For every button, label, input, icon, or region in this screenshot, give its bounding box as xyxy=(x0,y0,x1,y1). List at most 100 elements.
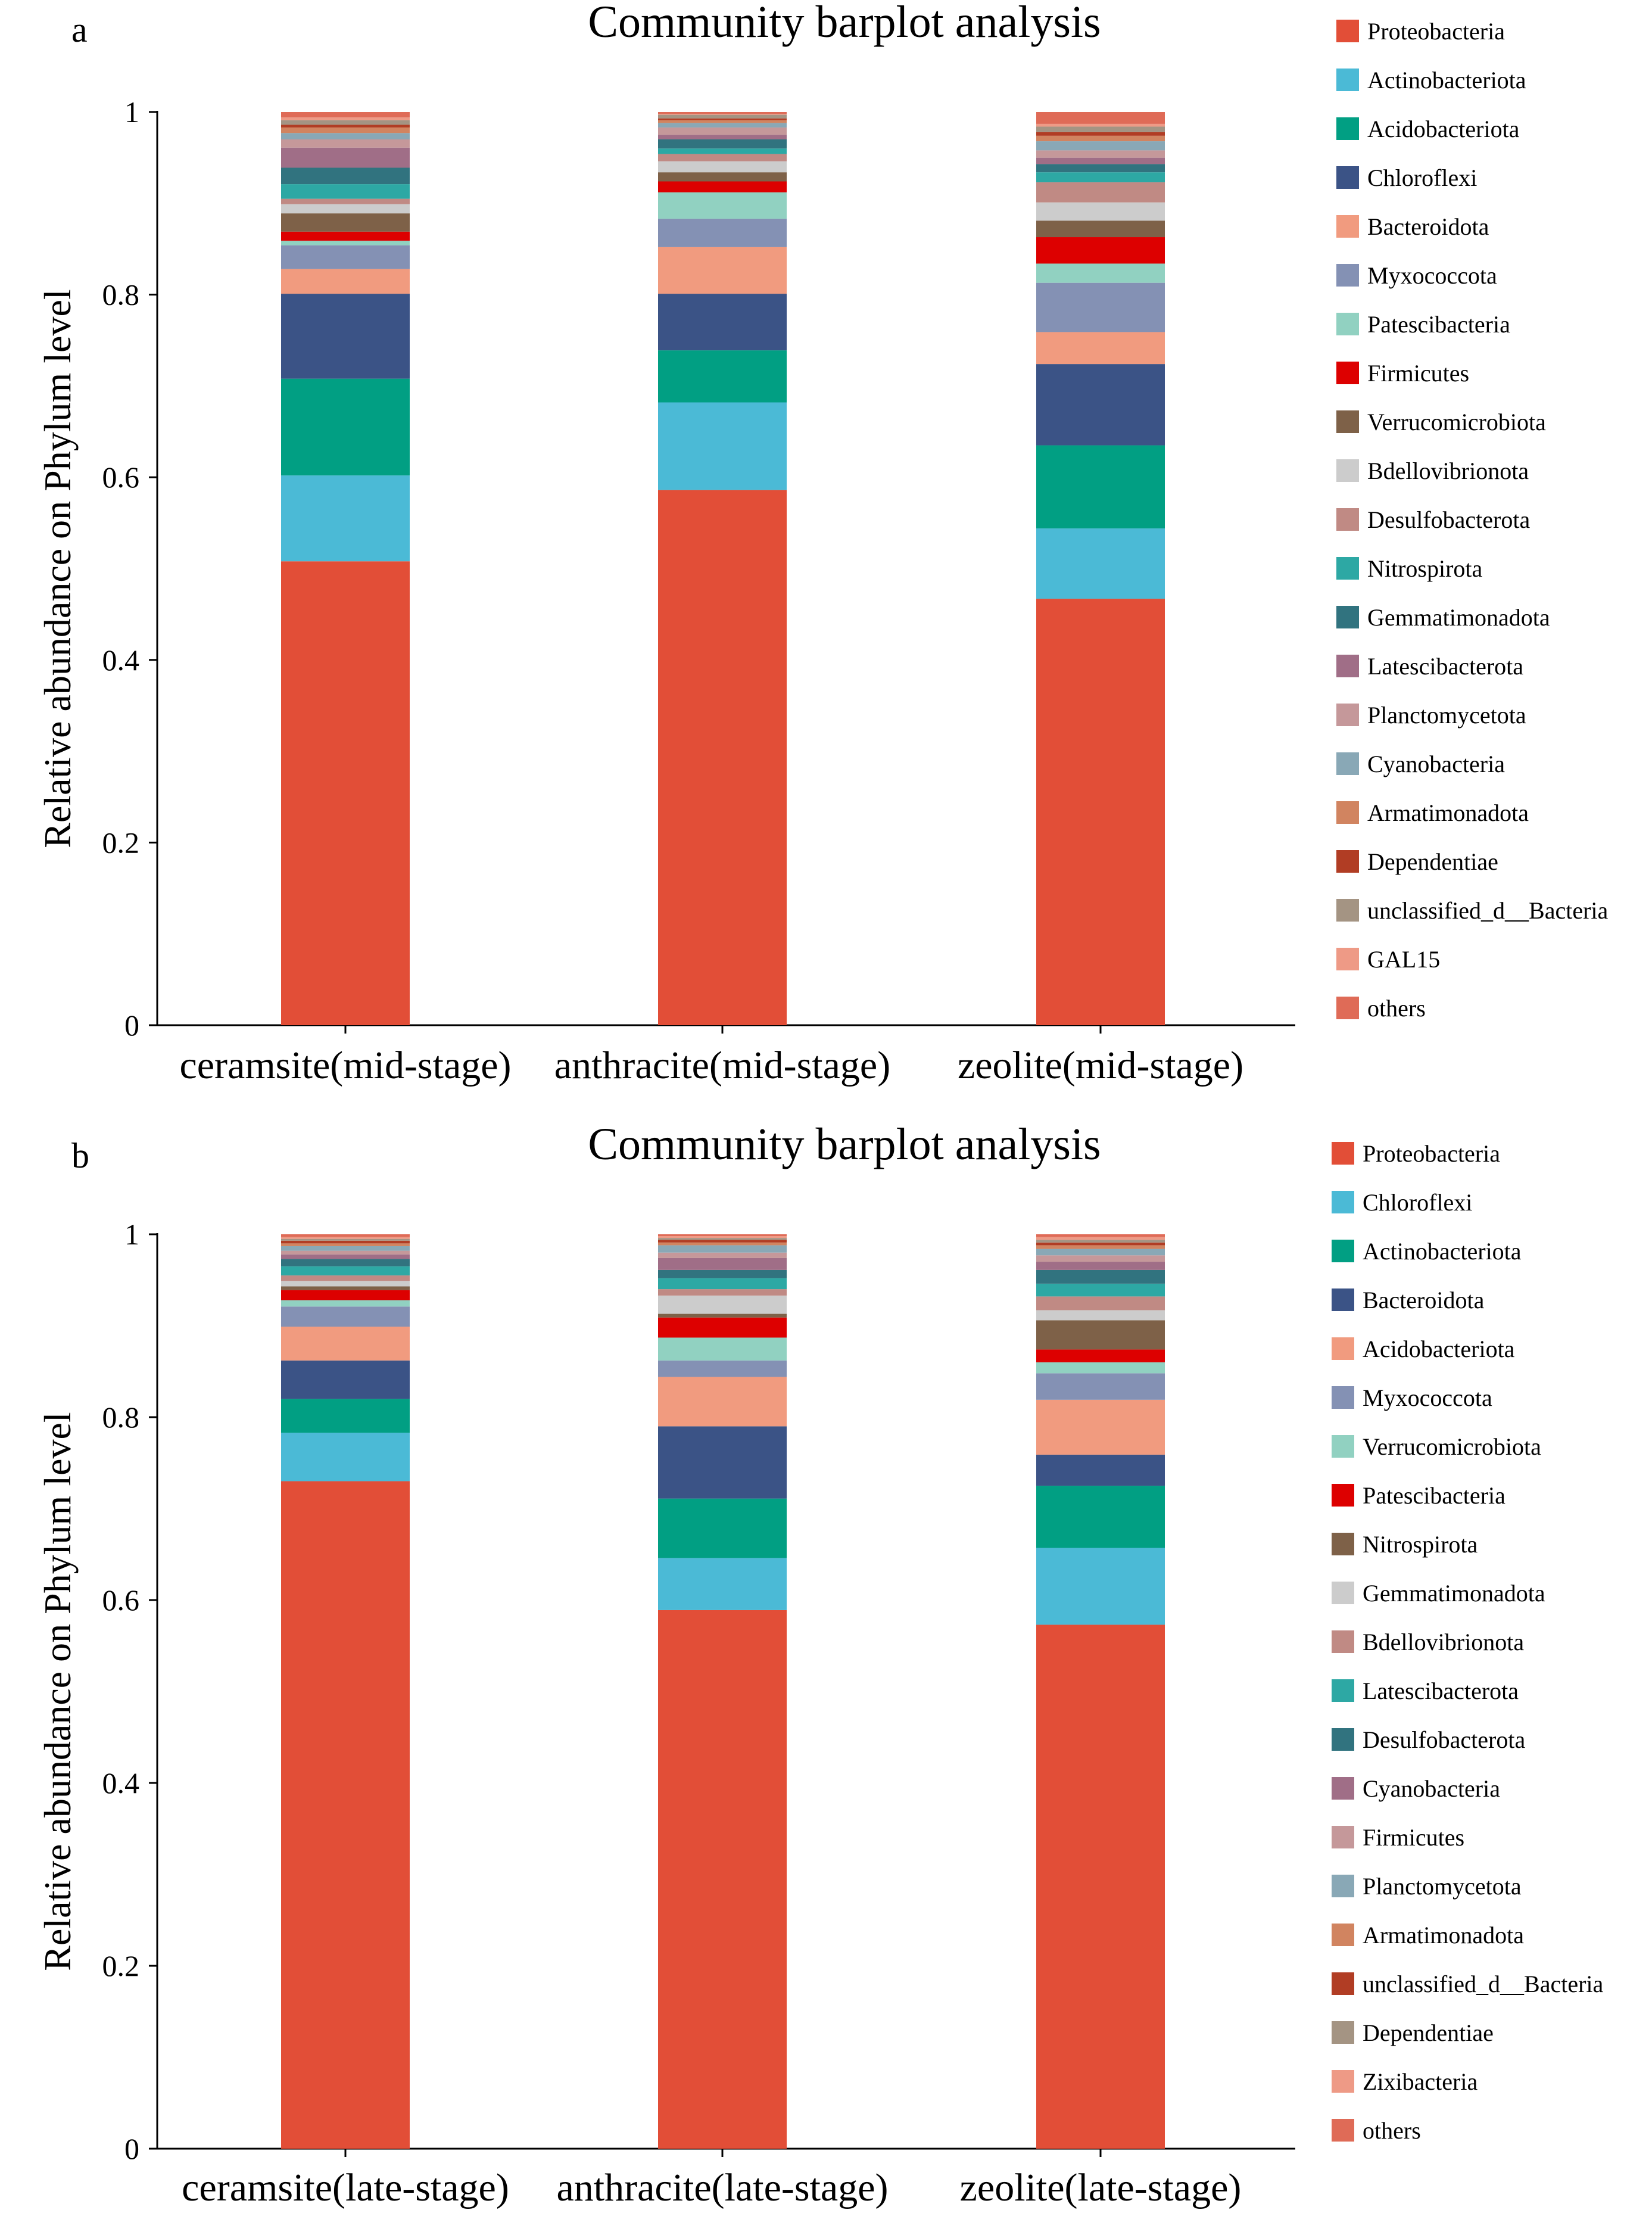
legend-item[interactable]: Latescibacterota xyxy=(1336,653,1523,680)
bar-segment-firmicutes xyxy=(281,1250,410,1255)
legend-item[interactable]: Latescibacterota xyxy=(1332,1677,1519,1704)
panel-label: a xyxy=(71,10,88,49)
bar-segment-verrucomicrobiota xyxy=(281,213,410,232)
bar-segment-gemmatimonadota xyxy=(281,1281,410,1287)
bar-segment-dependentiae xyxy=(1036,1240,1165,1243)
legend-item[interactable]: Actinobacteriota xyxy=(1336,67,1526,94)
legend-item[interactable]: Zixibacteria xyxy=(1332,2068,1478,2095)
legend-item[interactable]: Actinobacteriota xyxy=(1332,1238,1522,1265)
legend-item[interactable]: Patescibacteria xyxy=(1332,1482,1505,1509)
bar-segment-actinobacteriota xyxy=(281,1399,410,1433)
legend-item[interactable]: Armatimonadota xyxy=(1336,799,1529,826)
bar-segment-myxococcota xyxy=(281,245,410,269)
legend-item[interactable]: Acidobacteriota xyxy=(1332,1336,1515,1362)
legend-swatch xyxy=(1332,2119,1354,2142)
legend-item[interactable]: unclassified_d__Bacteria xyxy=(1336,897,1609,924)
legend-label: Desulfobacterota xyxy=(1363,1726,1525,1753)
legend-item[interactable]: Firmicutes xyxy=(1336,360,1469,387)
legend-item[interactable]: Chloroflexi xyxy=(1336,164,1477,191)
legend-item[interactable]: Desulfobacterota xyxy=(1332,1726,1525,1753)
legend-item[interactable]: Bdellovibrionota xyxy=(1332,1629,1524,1655)
legend-item[interactable]: Chloroflexi xyxy=(1332,1189,1472,1216)
legend-label: Actinobacteriota xyxy=(1367,67,1526,94)
legend-item[interactable]: others xyxy=(1332,2117,1421,2144)
bar-segment-nitrospirota xyxy=(658,148,787,154)
bar-segment-planctomycetota xyxy=(281,139,410,148)
legend-item[interactable]: Bdellovibrionota xyxy=(1336,457,1529,484)
legend-label: Gemmatimonadota xyxy=(1363,1580,1545,1607)
legend-item[interactable]: Cyanobacteria xyxy=(1332,1775,1500,1802)
legend-item[interactable]: Proteobacteria xyxy=(1336,18,1505,45)
legend-item[interactable]: Nitrospirota xyxy=(1332,1531,1478,1558)
bar-segment-bdellovibrionota xyxy=(1036,1296,1165,1311)
legend-item[interactable]: Bacteroidota xyxy=(1336,213,1489,240)
y-tick-label: 1 xyxy=(124,95,139,129)
legend-label: Dependentiae xyxy=(1367,848,1498,875)
legend-item[interactable]: Myxococcota xyxy=(1336,262,1497,289)
legend-label: Planctomycetota xyxy=(1363,1873,1522,1900)
legend-item[interactable]: Gemmatimonadota xyxy=(1332,1580,1545,1607)
legend-label: Bdellovibrionota xyxy=(1367,457,1529,484)
legend-label: others xyxy=(1363,2117,1421,2144)
legend-item[interactable]: Desulfobacterota xyxy=(1336,506,1530,533)
legend-swatch xyxy=(1332,1630,1354,1653)
bar-segment-chloroflexi xyxy=(281,1433,410,1482)
legend-item[interactable]: Acidobacteriota xyxy=(1336,116,1520,142)
legend-item[interactable]: Dependentiae xyxy=(1336,848,1498,875)
legend-label: Patescibacteria xyxy=(1367,311,1510,338)
x-tick-label: anthracite(late-stage) xyxy=(557,2166,889,2209)
bar-segment-verrucomicrobiota xyxy=(281,1300,410,1307)
legend-item[interactable]: Proteobacteria xyxy=(1332,1140,1500,1167)
bar-segment-desulfobacterota xyxy=(281,198,410,204)
legend-item[interactable]: Armatimonadota xyxy=(1332,1922,1524,1949)
legend-swatch xyxy=(1332,1582,1354,1604)
legend-item[interactable]: Bacteroidota xyxy=(1332,1287,1485,1314)
legend-swatch xyxy=(1332,2021,1354,2044)
bar-segment-chloroflexi xyxy=(658,1558,787,1610)
bar-segment-latescibacterota xyxy=(658,1278,787,1290)
legend-item[interactable]: GAL15 xyxy=(1336,946,1440,973)
legend-swatch xyxy=(1332,1484,1354,1507)
y-tick-label: 0.2 xyxy=(102,826,140,859)
legend-item[interactable]: Dependentiae xyxy=(1332,2019,1494,2046)
bar-segment-bacteroidota xyxy=(281,1360,410,1399)
legend-item[interactable]: Cyanobacteria xyxy=(1336,751,1505,777)
legend-item[interactable]: Nitrospirota xyxy=(1336,555,1483,582)
bar-segment-others xyxy=(281,1234,410,1237)
bar-segment-bacteroidota xyxy=(1036,1454,1165,1486)
bar-segment-latescibacterota xyxy=(281,1266,410,1276)
bar-segment-actinobacteriota xyxy=(1036,1486,1165,1548)
x-tick-label: ceramsite(late-stage) xyxy=(182,2166,509,2209)
legend-item[interactable]: Planctomycetota xyxy=(1332,1873,1522,1900)
legend-swatch xyxy=(1336,899,1359,922)
y-tick-label: 0.4 xyxy=(102,1766,140,1800)
y-tick-label: 0.2 xyxy=(102,1949,140,1982)
legend-item[interactable]: Firmicutes xyxy=(1332,1824,1464,1851)
legend-swatch xyxy=(1332,1679,1354,1702)
bar-segment-gal15 xyxy=(281,117,410,120)
legend-item[interactable]: Verrucomicrobiota xyxy=(1336,409,1546,435)
legend-item[interactable]: Planctomycetota xyxy=(1336,702,1526,729)
bar-segment-actinobacteriota xyxy=(1036,528,1165,599)
x-tick-label: ceramsite(mid-stage) xyxy=(179,1044,511,1087)
legend-item[interactable]: Verrucomicrobiota xyxy=(1332,1433,1541,1460)
chart-panel-a: a Community barplot analysis Relative abun… xyxy=(36,0,1609,1087)
legend-label: Latescibacterota xyxy=(1363,1677,1519,1704)
legend-item[interactable]: unclassified_d__Bacteria xyxy=(1332,1971,1604,1997)
legend-swatch xyxy=(1332,1240,1354,1262)
bar-segment-verrucomicrobiota xyxy=(1036,1362,1165,1374)
bar-segment-cyanobacteria xyxy=(1036,1262,1165,1270)
y-axis-label: Relative abundance on Phylum level xyxy=(36,289,79,848)
bar-segment-dependentiae xyxy=(658,1238,787,1240)
legend-label: Myxococcota xyxy=(1363,1384,1492,1411)
x-tick-label: zeolite(late-stage) xyxy=(960,2166,1242,2209)
legend-item[interactable]: Gemmatimonadota xyxy=(1336,604,1550,631)
legend-item[interactable]: others xyxy=(1336,995,1426,1022)
legend-swatch xyxy=(1336,752,1359,775)
legend-item[interactable]: Patescibacteria xyxy=(1336,311,1510,338)
bar-segment-cyanobacteria xyxy=(281,133,410,139)
bar-segment-bacteroidota xyxy=(1036,332,1165,365)
legend-item[interactable]: Myxococcota xyxy=(1332,1384,1492,1411)
bar-segment-unclassified-d-bacteria xyxy=(1036,126,1165,132)
